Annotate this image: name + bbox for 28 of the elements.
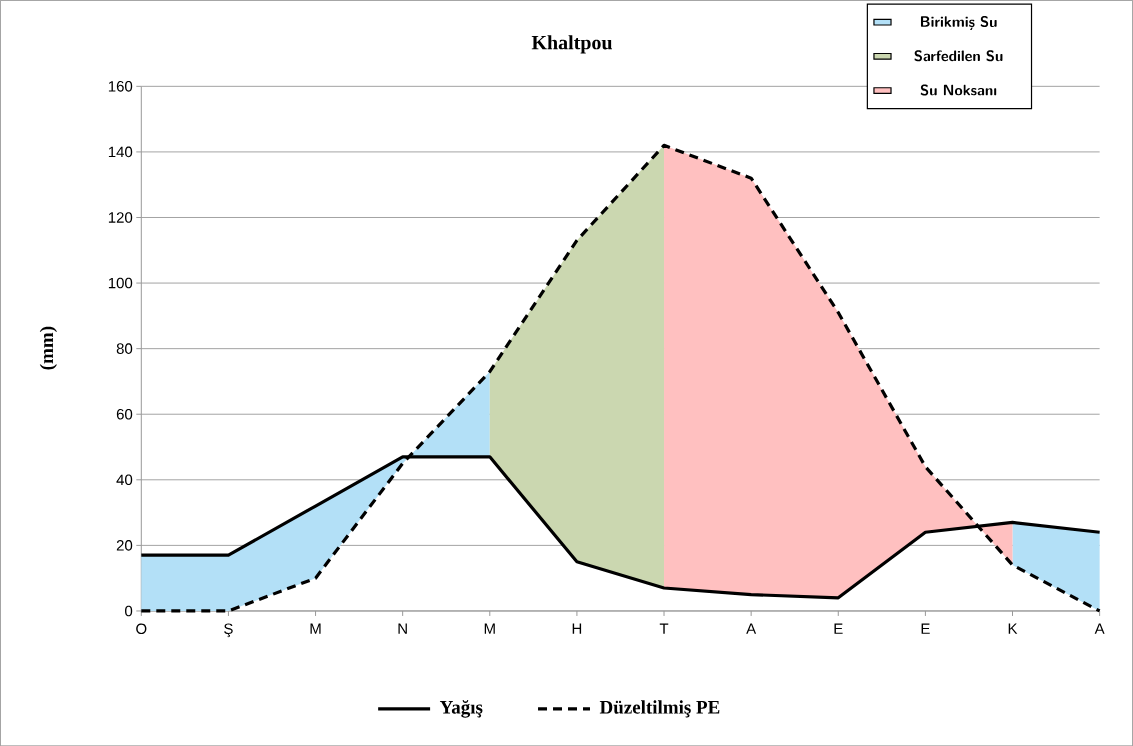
y-tick-label: 100	[108, 277, 133, 289]
legend-label: Yağış	[439, 699, 483, 718]
y-tick-label: 60	[116, 408, 133, 420]
x-tick-label: K	[1008, 623, 1018, 634]
y-tick-label: 120	[108, 212, 133, 223]
y-tick-label: 40	[116, 474, 133, 485]
x-tick-label: N	[398, 623, 407, 634]
x-tick-label: A	[746, 623, 757, 634]
x-tick-label: H	[572, 623, 582, 634]
y-tick-label: 0	[125, 605, 133, 617]
y-tick-label: 140	[108, 146, 133, 158]
x-tick-label: M	[310, 623, 321, 634]
chart-title: Khaltpou	[531, 35, 613, 54]
x-tick-label: O	[136, 623, 147, 634]
x-tick-label: A	[1094, 623, 1105, 634]
x-tick-label: E	[834, 623, 843, 634]
y-tick-label: 160	[108, 80, 133, 92]
legend-label: Sarfedilen Su	[914, 50, 1003, 62]
legend-label: Düzeltilmiş PE	[599, 700, 720, 718]
x-tick-label: T	[659, 623, 669, 634]
y-tick-label: 80	[116, 343, 133, 354]
legend-label: Su Noksanı	[920, 84, 997, 96]
legend-label: Birikmiş Su	[920, 15, 997, 30]
x-tick-label: E	[921, 623, 930, 634]
x-tick-label: Ş	[224, 623, 233, 638]
y-axis-title: (mm)	[39, 326, 57, 370]
y-tick-label: 20	[116, 539, 133, 551]
x-tick-label: M	[484, 623, 495, 634]
